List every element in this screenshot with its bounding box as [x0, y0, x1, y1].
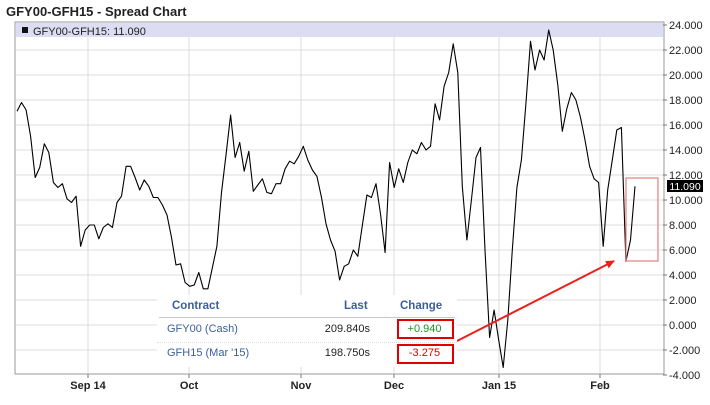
last-value-badge-text: 11.090: [669, 181, 700, 193]
contract-name[interactable]: GFY00 (Cash): [167, 323, 238, 335]
x-tick-label: Feb: [590, 380, 610, 392]
legend-band: [16, 23, 663, 37]
y-tick-label: -4.000: [669, 370, 700, 382]
x-tick-label: Sep 14: [70, 380, 106, 392]
change-value: -3.275: [408, 347, 441, 359]
series-line: [16, 29, 636, 369]
y-tick-label: 16.000: [669, 120, 703, 132]
legend-swatch-icon: [22, 27, 28, 33]
y-tick-label: 24.000: [669, 20, 703, 32]
y-tick-label: 12.000: [669, 170, 703, 182]
x-tick-label: Oct: [180, 380, 199, 392]
change-highlight-box: [397, 319, 454, 339]
y-tick-label: 2.000: [669, 295, 697, 307]
x-tick-label: Dec: [384, 380, 404, 392]
last-price: 198.750s: [324, 347, 370, 359]
last-price: 209.840s: [324, 323, 370, 335]
y-tick-label: 6.000: [669, 245, 697, 257]
last-value-badge: [667, 180, 703, 192]
series-layer: [16, 29, 636, 369]
contract-header[interactable]: Contract: [172, 300, 220, 312]
x-tick-label: Nov: [291, 380, 313, 392]
change-header[interactable]: Change: [400, 300, 443, 312]
header-divider: [159, 317, 455, 318]
y-tick-label: 14.000: [669, 145, 703, 157]
y-axis: -4.000 -2.000 0.000 2.000 4.000 6.000 8.000 10.…: [663, 20, 703, 382]
y-tick-label: 4.000: [669, 270, 697, 282]
x-axis: Sep 14 Oct Nov Dec Jan 15 Feb: [70, 374, 610, 392]
legend-label: GFY00-GFH15: 11.090: [33, 26, 146, 38]
chart-title: GFY00-GFH15 - Spread Chart: [6, 4, 187, 19]
change-value: +0.940: [407, 323, 442, 335]
contract-name[interactable]: GFH15 (Mar '15): [167, 347, 250, 359]
contract-table: Contract Last Change GFY00 (Cash) 209.84…: [157, 295, 457, 367]
y-tick-label: 18.000: [669, 95, 703, 107]
table-row: GFH15 (Mar '15) 198.750s -3.275: [157, 342, 457, 365]
change-highlight-box: [397, 344, 454, 364]
y-tick-label: -2.000: [669, 345, 700, 357]
x-tick-label: Jan 15: [482, 380, 516, 392]
y-tick-label: 20.000: [669, 70, 703, 82]
highlight-box: [625, 177, 659, 262]
last-header[interactable]: Last: [344, 300, 368, 312]
y-tick-label: 8.000: [669, 220, 697, 232]
annotation-arrow: [456, 260, 615, 342]
y-tick-label: 10.000: [669, 195, 703, 207]
y-tick-label: 0.000: [669, 320, 697, 332]
table-row: GFY00 (Cash) 209.840s +0.940: [157, 319, 457, 341]
y-tick-label: 22.000: [669, 45, 703, 57]
